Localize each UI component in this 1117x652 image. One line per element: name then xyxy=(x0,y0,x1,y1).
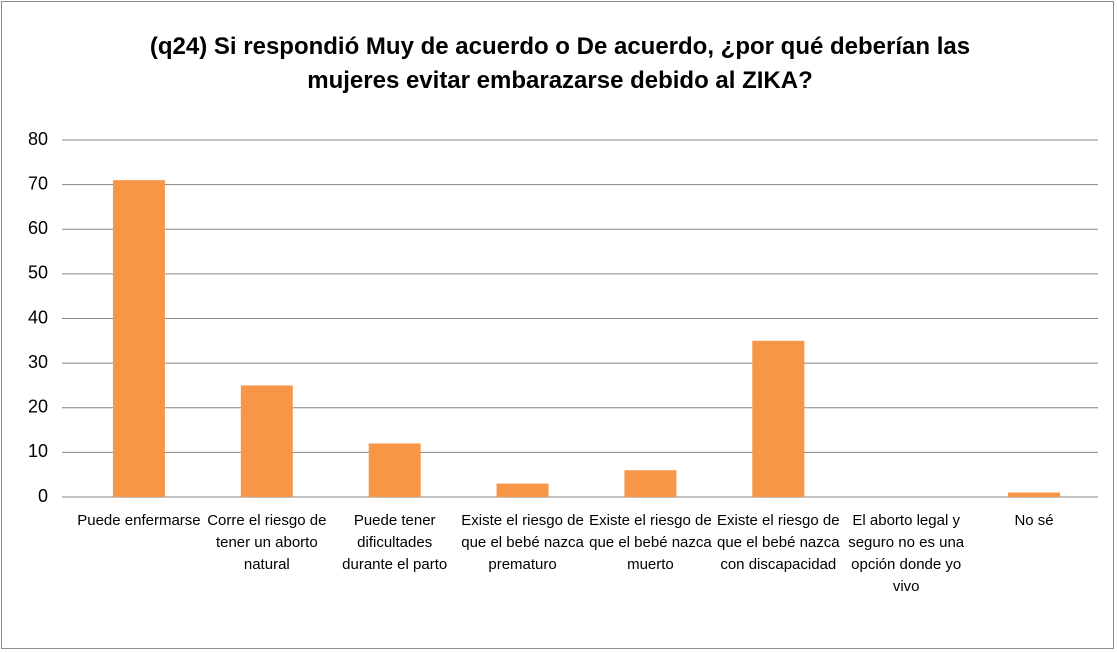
x-tick-label: Puede tener dificultades durante el part… xyxy=(342,512,448,573)
bar xyxy=(368,443,421,497)
bar xyxy=(752,340,805,497)
x-tick-label: No sé xyxy=(1014,512,1054,529)
y-tick-label: 30 xyxy=(28,352,48,372)
x-tick-label: Puede enfermarse xyxy=(77,512,201,529)
y-tick-label: 10 xyxy=(28,441,48,461)
y-tick-label: 20 xyxy=(28,397,48,417)
y-tick-label: 50 xyxy=(28,263,48,283)
y-tick-label: 60 xyxy=(28,218,48,238)
x-tick-label: Existe el riesgo de que el bebé nazca co… xyxy=(717,512,840,573)
bar xyxy=(496,483,549,497)
y-tick-label: 0 xyxy=(38,486,48,506)
bar xyxy=(1008,492,1061,497)
bar xyxy=(112,180,165,497)
y-tick-label: 80 xyxy=(28,129,48,149)
x-tick-label: Corre el riesgo de tener un aborto natur… xyxy=(207,512,327,573)
y-tick-label: 40 xyxy=(28,307,48,327)
chart-title: (q24) Si respondió Muy de acuerdo o De a… xyxy=(149,33,971,94)
bar xyxy=(624,470,677,497)
x-tick-label: Existe el riesgo de que el bebé nazca pr… xyxy=(461,512,584,573)
x-tick-label: Existe el riesgo de que el bebé nazca mu… xyxy=(589,512,712,573)
y-tick-label: 70 xyxy=(28,173,48,193)
x-tick-label: El aborto legal y seguro no es una opció… xyxy=(848,512,965,595)
bar xyxy=(240,385,293,497)
